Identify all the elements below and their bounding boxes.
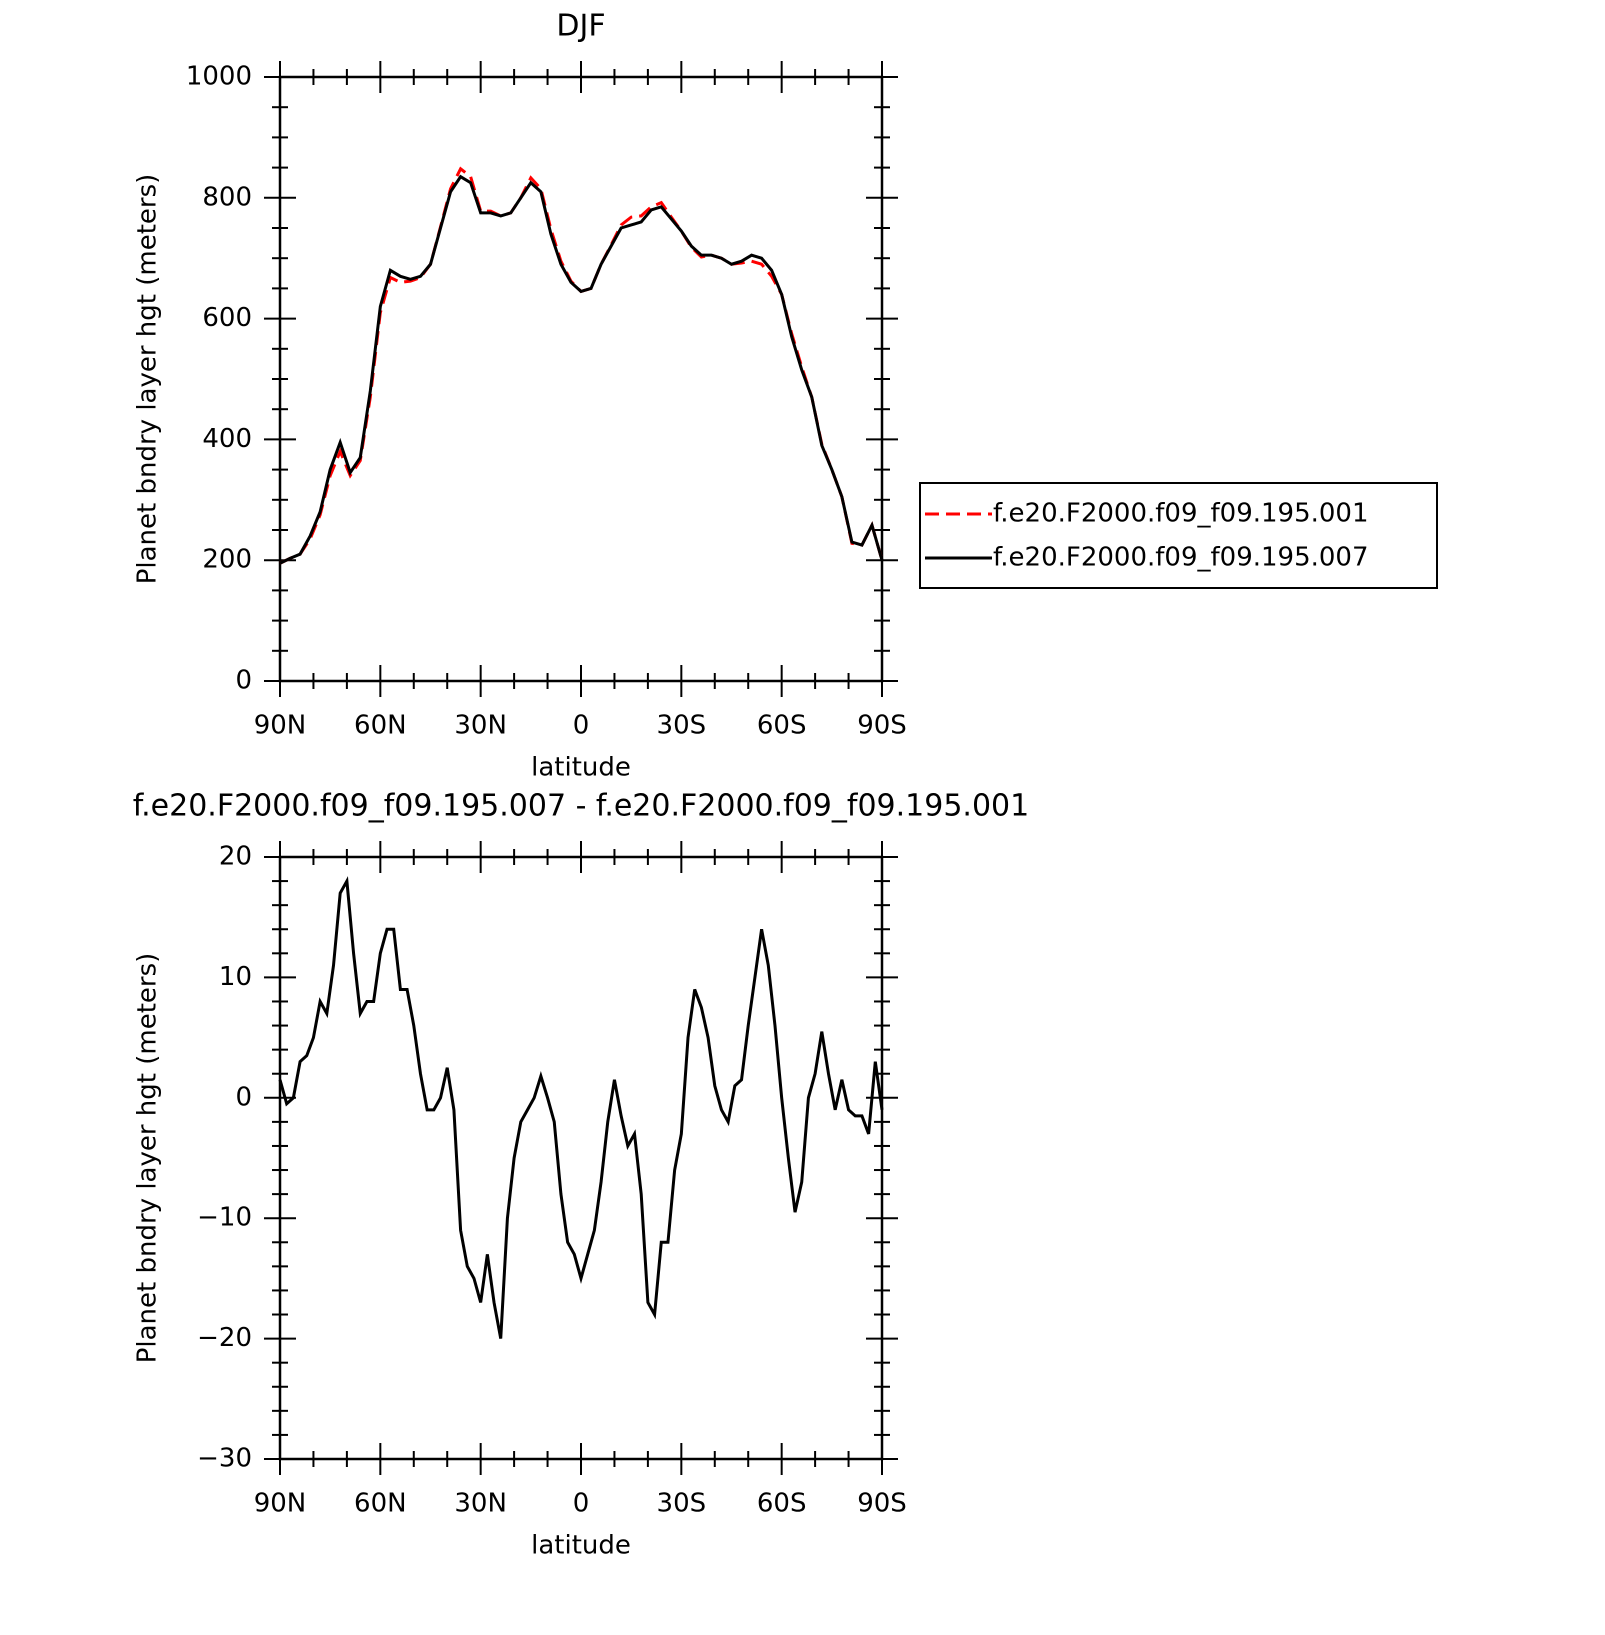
x-tick-label: 30N bbox=[454, 711, 507, 741]
y-tick-label: 20 bbox=[219, 842, 252, 872]
x-tick-label: 90N bbox=[254, 1489, 307, 1519]
x-tick-label: 60S bbox=[757, 1489, 807, 1519]
y-tick-label: −20 bbox=[197, 1323, 252, 1353]
x-tick-label: 0 bbox=[573, 711, 590, 741]
y-tick-label: −10 bbox=[197, 1203, 252, 1233]
x-tick-label: 90N bbox=[254, 711, 307, 741]
y-axis-label: Planet bndry layer hgt (meters) bbox=[133, 174, 163, 585]
x-tick-label: 60N bbox=[354, 711, 407, 741]
legend-box bbox=[919, 482, 1438, 589]
series-line bbox=[278, 876, 884, 1339]
x-tick-label: 0 bbox=[573, 1489, 590, 1519]
legend-label: f.e20.F2000.f09_f09.195.001 bbox=[993, 499, 1369, 529]
x-tick-label: 90S bbox=[857, 1489, 907, 1519]
x-tick-label: 30N bbox=[454, 1489, 507, 1519]
y-tick-label: 400 bbox=[202, 424, 252, 454]
x-tick-label: 60S bbox=[757, 711, 807, 741]
y-tick-label: −30 bbox=[197, 1444, 252, 1474]
y-tick-label: 800 bbox=[202, 182, 252, 212]
x-tick-label: 60N bbox=[354, 1489, 407, 1519]
y-tick-label: 0 bbox=[235, 1082, 252, 1112]
y-tick-label: 600 bbox=[202, 303, 252, 333]
y-tick-label: 10 bbox=[219, 962, 252, 992]
x-axis-label: latitude bbox=[531, 1531, 631, 1561]
y-tick-label: 1000 bbox=[186, 62, 252, 92]
y-tick-label: 0 bbox=[235, 666, 252, 696]
x-tick-label: 30S bbox=[657, 1489, 707, 1519]
y-axis-label: Planet bndry layer hgt (meters) bbox=[133, 953, 163, 1364]
x-axis-label: latitude bbox=[531, 753, 631, 783]
x-tick-label: 30S bbox=[657, 711, 707, 741]
legend-label: f.e20.F2000.f09_f09.195.007 bbox=[993, 543, 1369, 573]
x-tick-label: 90S bbox=[857, 711, 907, 741]
plot-frame bbox=[278, 855, 884, 1461]
y-tick-label: 200 bbox=[202, 545, 252, 575]
series-line bbox=[279, 166, 884, 565]
chart-title: DJF bbox=[556, 9, 605, 44]
chart-title: f.e20.F2000.f09_f09.195.007 - f.e20.F200… bbox=[133, 789, 1029, 824]
series-line bbox=[279, 174, 884, 565]
